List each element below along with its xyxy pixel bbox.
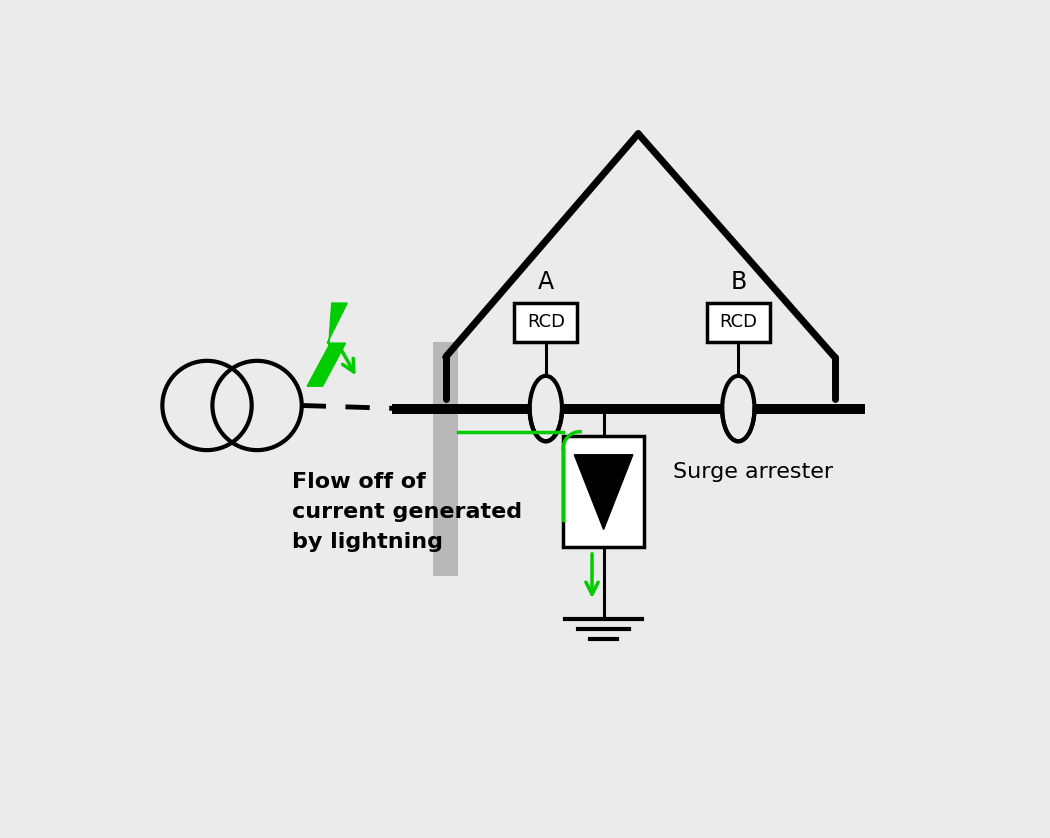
Text: Surge arrester: Surge arrester: [673, 463, 833, 483]
Text: RCD: RCD: [719, 313, 757, 331]
Text: B: B: [730, 270, 747, 293]
Ellipse shape: [529, 375, 562, 442]
Text: A: A: [538, 270, 554, 293]
Ellipse shape: [722, 375, 755, 442]
Bar: [707, 303, 770, 342]
Bar: [514, 303, 578, 342]
Text: Flow off of
current generated
by lightning: Flow off of current generated by lightni…: [292, 473, 522, 551]
Bar: [434, 342, 458, 409]
Text: RCD: RCD: [527, 313, 565, 331]
Bar: [563, 436, 644, 547]
Polygon shape: [308, 303, 348, 386]
Bar: [434, 409, 458, 577]
Polygon shape: [574, 455, 633, 530]
